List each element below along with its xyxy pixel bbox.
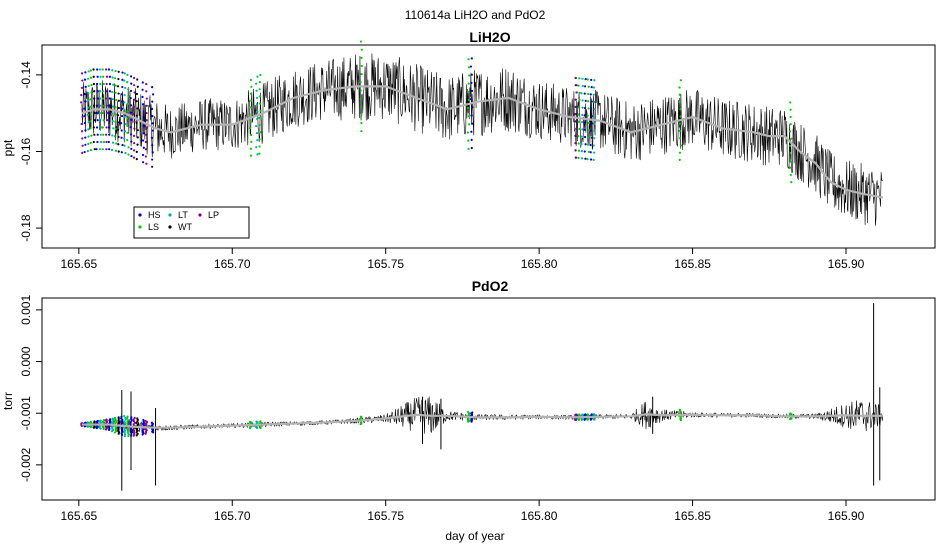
lih2o-marker-hs	[120, 71, 124, 154]
lih2o-x-tick-label: 165.75	[367, 257, 404, 271]
lih2o-marker-lp	[104, 68, 109, 151]
lih2o-marker-lt	[592, 79, 596, 162]
lih2o-y-axis-label: ppt	[1, 139, 15, 156]
lih2o-marker-lt	[123, 72, 127, 155]
lih2o-marker-wt	[92, 68, 96, 151]
pdo2-x-tick-label: 165.85	[674, 509, 711, 523]
lih2o-marker-ls	[678, 79, 683, 162]
lih2o-title: LiH2O	[469, 29, 510, 45]
pdo2-y-axis-label: torr	[1, 392, 15, 410]
pdo2-panel: PdO2 torr day of year 165.65 165.70 165.75…	[1, 278, 936, 543]
lih2o-marker-ls	[788, 101, 793, 184]
lih2o-panel: LiH2O ppt 165.65 165.70 165.75 165.80 165.85…	[1, 29, 936, 271]
lih2o-marker-lt	[580, 77, 584, 160]
lih2o-marker-ls	[126, 73, 130, 156]
lih2o-marker-hs	[129, 75, 133, 158]
pdo2-smoothed-series	[81, 413, 883, 429]
legend-swatch-lp	[198, 213, 202, 217]
lih2o-marker-ls	[101, 68, 106, 151]
pdo2-x-tick-label: 165.90	[828, 509, 865, 523]
lih2o-marker-ls	[89, 69, 93, 152]
lih2o-x-tick-label: 165.85	[674, 257, 711, 271]
legend-label-lp: LP	[208, 210, 219, 220]
lih2o-marker-ls	[258, 73, 262, 155]
lih2o-smoothed-series	[81, 85, 884, 199]
figure-title: 110614a LiH2O and PdO2	[405, 8, 546, 22]
legend-label-hs: HS	[148, 210, 161, 220]
lih2o-marker-lt	[110, 69, 115, 152]
lih2o-x-tick-label: 165.90	[828, 257, 865, 271]
lih2o-marker-ls	[359, 40, 363, 133]
lih2o-plot-frame	[41, 44, 936, 249]
lih2o-legend: HS LT LP LS WT	[133, 206, 250, 239]
x-axis-label: day of year	[445, 529, 504, 543]
lih2o-y-tick-label: -0.14	[19, 61, 33, 89]
lih2o-marker-wt	[116, 70, 120, 153]
pdo2-marker-hs	[583, 413, 587, 421]
legend-swatch-wt	[168, 225, 172, 229]
legend-label-wt: WT	[178, 222, 192, 232]
lih2o-marker-hs	[107, 68, 112, 151]
lih2o-marker-wt	[135, 78, 139, 161]
pdo2-y-tick-label: -0.001	[19, 396, 33, 430]
lih2o-marker-hs	[150, 86, 155, 168]
pdo2-marker-hs	[129, 416, 133, 437]
pdo2-y-tick-label: -0.002	[19, 448, 33, 482]
pdo2-x-tick-label: 165.75	[367, 509, 404, 523]
lih2o-y-tick-label: -0.18	[19, 214, 33, 242]
pdo2-plot-frame	[41, 297, 936, 501]
lih2o-marker-ls	[113, 69, 118, 152]
lih2o-marker-hs	[83, 71, 87, 154]
lih2o-marker-hs	[141, 81, 145, 164]
lih2o-marker-hs	[95, 68, 100, 151]
legend-label-lt: LT	[178, 210, 188, 220]
lih2o-marker-lp	[144, 82, 148, 165]
legend-swatch-ls	[138, 225, 142, 229]
lih2o-plot-area: 165.65 165.70 165.75 165.80 165.85 165.90 -0.1…	[19, 40, 936, 271]
lih2o-marker-lp	[132, 76, 136, 159]
pdo2-marker-ls	[258, 420, 262, 430]
pdo2-marker-ls	[113, 416, 118, 434]
lih2o-marker-lt	[254, 75, 259, 156]
pdo2-marker-lp	[144, 419, 149, 435]
lih2o-marker-ls	[466, 58, 471, 150]
lih2o-x-tick-label: 165.70	[214, 257, 251, 271]
legend-label-ls: LS	[148, 222, 159, 232]
lih2o-raw-series	[81, 53, 883, 226]
lih2o-marker-lt	[86, 70, 90, 153]
pdo2-y-tick-label: 0.000	[19, 346, 33, 376]
lih2o-marker-ls	[577, 77, 581, 160]
lih2o-marker-lt	[98, 68, 103, 151]
lih2o-marker-ls	[586, 78, 591, 161]
lih2o-marker-hs	[589, 78, 594, 161]
lih2o-y-tick-label: -0.16	[19, 137, 33, 165]
legend-swatch-hs	[138, 213, 142, 217]
pdo2-title: PdO2	[472, 278, 509, 294]
lih2o-x-tick-label: 165.65	[60, 257, 97, 271]
lih2o-x-tick-label: 165.80	[521, 257, 558, 271]
pdo2-x-tick-label: 165.80	[521, 509, 558, 523]
lih2o-marker-lp	[574, 76, 578, 159]
lih2o-marker-ls	[248, 78, 253, 157]
legend-box	[133, 206, 250, 239]
lih2o-marker-lp	[80, 72, 84, 155]
legend-swatch-lt	[168, 213, 172, 217]
pdo2-y-tick-label: 0.001	[19, 295, 33, 325]
pdo2-marker-ls	[126, 415, 130, 438]
pdo2-x-tick-label: 165.65	[60, 509, 97, 523]
lih2o-marker-hs	[469, 57, 474, 150]
pdo2-marker-hs	[119, 415, 124, 437]
lih2o-marker-hs	[583, 77, 587, 160]
pdo2-plot-area: 165.65 165.70 165.75 165.80 165.85 165.90 0.00…	[19, 295, 936, 523]
pdo2-x-tick-label: 165.70	[214, 509, 251, 523]
